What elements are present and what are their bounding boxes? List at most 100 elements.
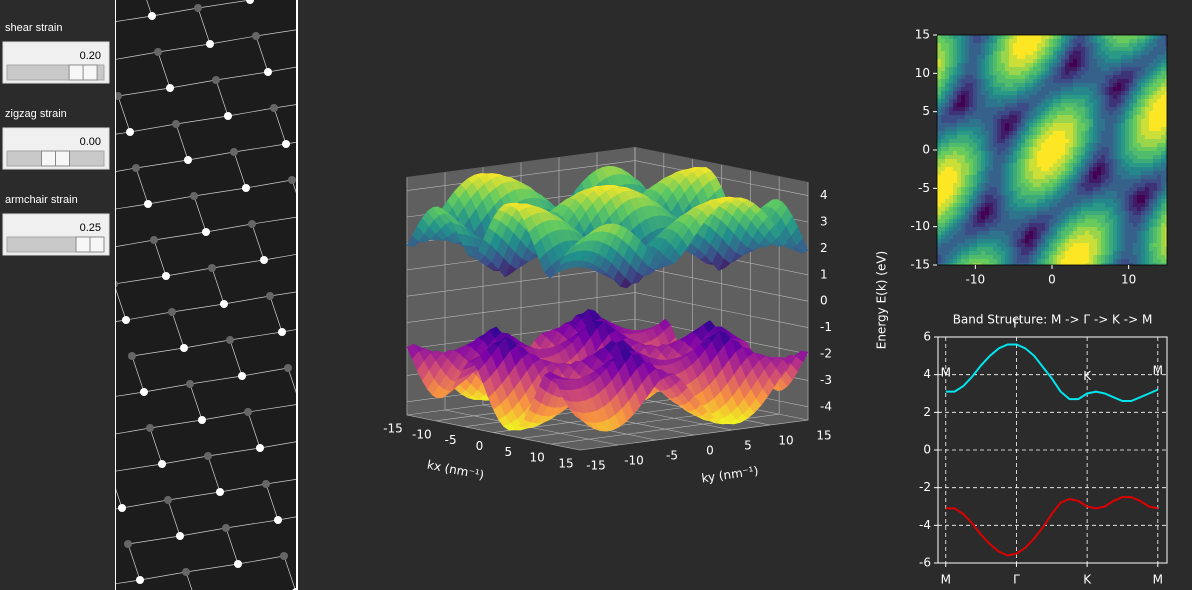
- contour-cell: [1073, 223, 1078, 228]
- bond: [291, 179, 296, 194]
- contour-cell: [1081, 223, 1086, 228]
- contour-cell: [997, 99, 1002, 104]
- contour-cell: [1065, 39, 1070, 44]
- contour-cell: [977, 79, 982, 84]
- contour-cell: [961, 35, 966, 40]
- contour-cell: [1069, 91, 1074, 96]
- atom: [168, 308, 176, 316]
- contour-cell: [941, 251, 946, 256]
- contour-cell: [961, 247, 966, 252]
- contour-cell: [1093, 87, 1098, 92]
- contour-cell: [1057, 259, 1062, 264]
- contour-cell: [1089, 183, 1094, 188]
- contour-cell: [965, 91, 970, 96]
- contour-cell: [949, 239, 954, 244]
- contour-cell: [1041, 187, 1046, 192]
- contour-cell: [981, 111, 986, 116]
- contour-cell: [1041, 231, 1046, 236]
- contour-cell: [993, 43, 998, 48]
- contour-cell: [1013, 55, 1018, 60]
- contour-cell: [1041, 75, 1046, 80]
- contour-cell: [945, 207, 950, 212]
- contour-cell: [1013, 35, 1018, 40]
- contour-cell: [1069, 191, 1074, 196]
- contour-cell: [941, 167, 946, 172]
- contour-cell: [993, 131, 998, 136]
- contour-cell: [1033, 263, 1038, 265]
- contour-cell: [1053, 43, 1058, 48]
- contour-cell: [1017, 135, 1022, 140]
- bond: [185, 563, 239, 573]
- contour-cell: [989, 183, 994, 188]
- contour-cell: [1005, 263, 1010, 265]
- contour-cell: [957, 215, 962, 220]
- contour-cell: [985, 63, 990, 68]
- contour-cell: [977, 263, 982, 265]
- contour-cell: [977, 231, 982, 236]
- contour-cell: [1081, 119, 1086, 124]
- contour-cell: [1041, 91, 1046, 96]
- contour-cell: [1061, 191, 1066, 196]
- contour-cell: [937, 135, 942, 140]
- contour-cell: [1009, 95, 1014, 100]
- contour-cell: [993, 203, 998, 208]
- atom: [288, 176, 296, 184]
- contour-cell: [953, 139, 958, 144]
- contour-cell: [1033, 175, 1038, 180]
- contour-cell: [1097, 75, 1102, 80]
- atom: [180, 344, 188, 352]
- contour-cell: [1041, 143, 1046, 148]
- contour-cell: [957, 63, 962, 68]
- contour-cell: [949, 103, 954, 108]
- contour-cell: [1037, 155, 1042, 160]
- contour-cell: [1041, 175, 1046, 180]
- contour-cell: [957, 207, 962, 212]
- contour-cell: [937, 63, 942, 68]
- contour-cell: [1061, 207, 1066, 212]
- contour-cell: [957, 79, 962, 84]
- contour-cell: [957, 123, 962, 128]
- contour-cell: [969, 199, 974, 204]
- contour-cell: [965, 47, 970, 52]
- contour-cell: [1065, 83, 1070, 88]
- contour-cell: [949, 135, 954, 140]
- contour-cell: [1013, 259, 1018, 264]
- contour-cell: [1005, 191, 1010, 196]
- contour-cell: [1077, 255, 1082, 260]
- contour-cell: [1037, 219, 1042, 224]
- contour-cell: [1045, 111, 1050, 116]
- contour-cell: [981, 239, 986, 244]
- contour-cell: [1077, 171, 1082, 176]
- contour-cell: [953, 235, 958, 240]
- contour-cell: [961, 255, 966, 260]
- contour-cell: [1013, 107, 1018, 112]
- contour-cell: [985, 119, 990, 124]
- contour-cell: [1077, 259, 1082, 264]
- contour-cell: [949, 87, 954, 92]
- contour-cell: [1009, 87, 1014, 92]
- contour-cell: [985, 51, 990, 56]
- contour-cell: [1037, 223, 1042, 228]
- contour-cell: [953, 63, 958, 68]
- contour-cell: [985, 263, 990, 265]
- contour-cell: [1001, 79, 1006, 84]
- contour-cell: [937, 147, 942, 152]
- contour-cell: [1057, 231, 1062, 236]
- contour-cell: [1089, 223, 1094, 228]
- contour-cell: [1057, 71, 1062, 76]
- contour-cell: [977, 187, 982, 192]
- contour-cell: [1045, 207, 1050, 212]
- contour-cell: [1065, 151, 1070, 156]
- bond: [189, 375, 243, 385]
- contour-cell: [1089, 247, 1094, 252]
- contour-cell: [977, 35, 982, 40]
- contour-cell: [989, 215, 994, 220]
- contour-cell: [981, 131, 986, 136]
- bond: [153, 231, 207, 241]
- contour-cell: [1017, 67, 1022, 72]
- slider-label: zigzag strain: [5, 108, 67, 120]
- contour-cell: [1009, 187, 1014, 192]
- x-tick-label: -10: [412, 427, 432, 441]
- contour-cell: [941, 107, 946, 112]
- contour-cell: [1009, 123, 1014, 128]
